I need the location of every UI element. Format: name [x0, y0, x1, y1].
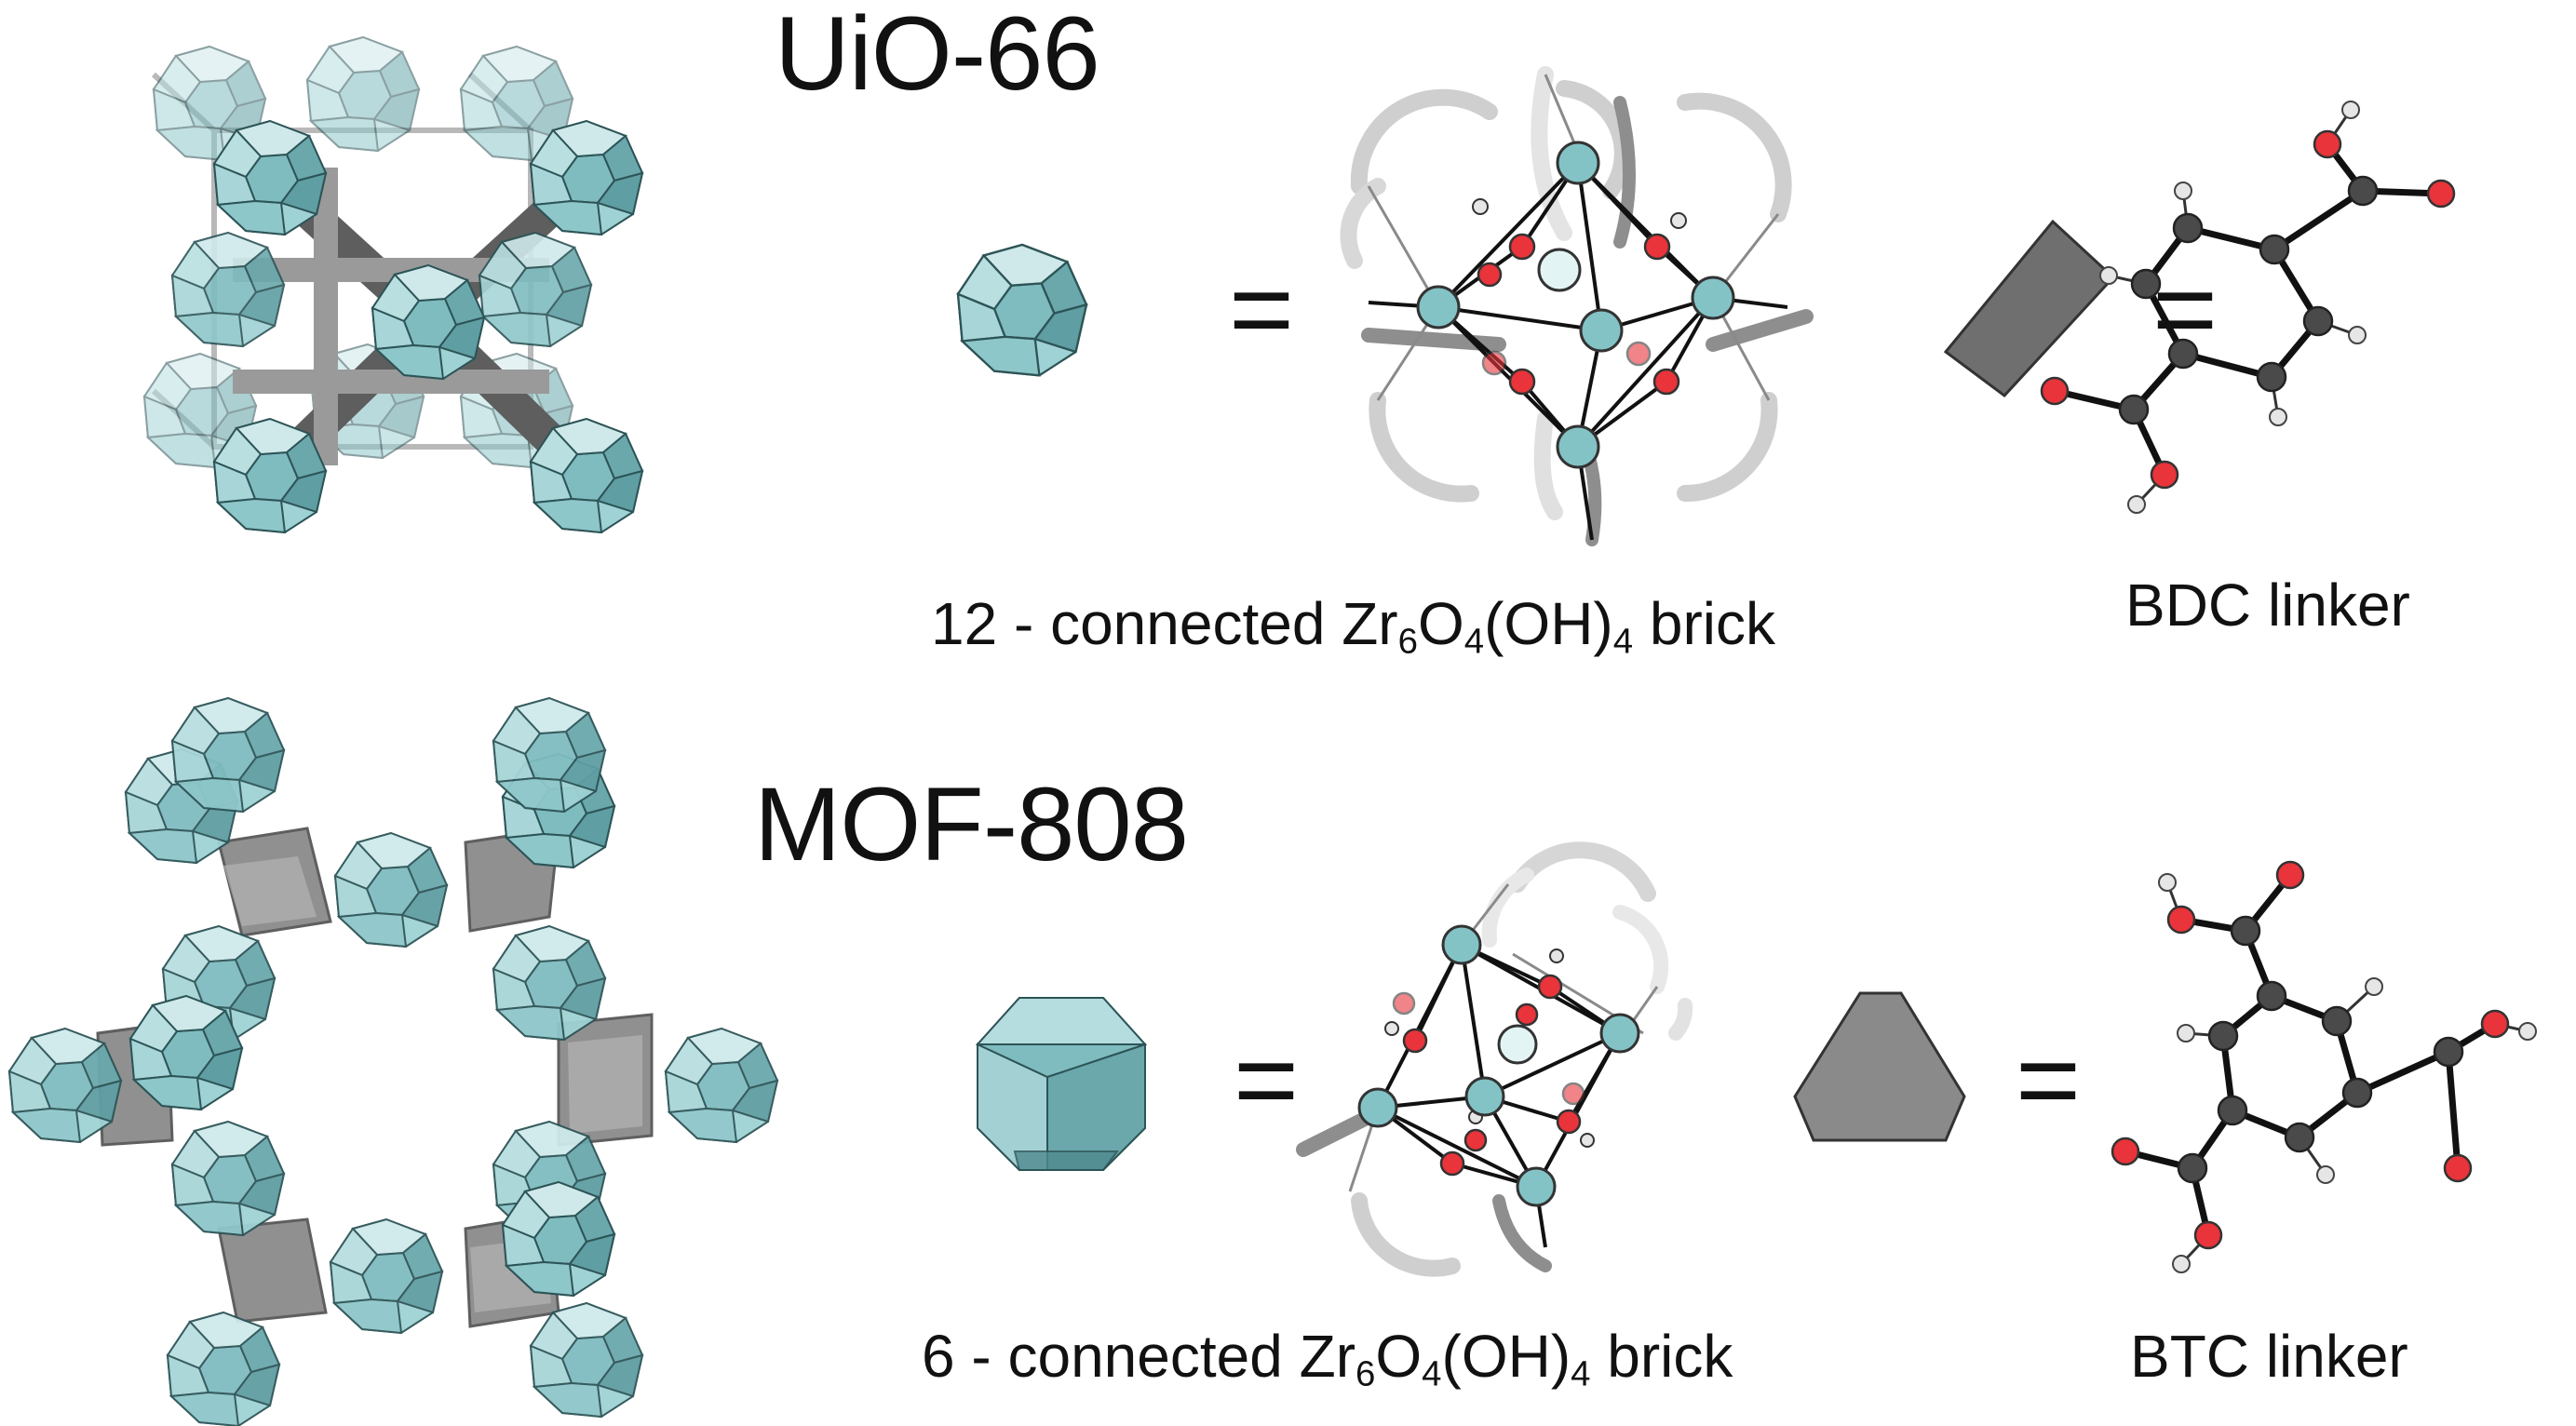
uio66-brick-caption: 12 - connected Zr6O4(OH)4 brick [931, 594, 1775, 659]
mof808-linker-equals-sign: = [2016, 1017, 2082, 1142]
uio66-title: UiO-66 [775, 0, 1100, 112]
mof808-brick-caption-o: O [1375, 1323, 1423, 1390]
uio66-brick-caption-suffix: brick [1633, 590, 1775, 657]
mof808-brick-caption-suffix: brick [1590, 1323, 1733, 1390]
mof808-zr6-cluster-model [1296, 841, 1693, 1277]
uio66-brick-caption-o: O [1417, 590, 1464, 657]
btc-linker-label: BTC linker [2130, 1323, 2408, 1390]
bdc-molecule-model [2040, 101, 2456, 514]
bdc-linker-rod-icon [1943, 219, 2116, 398]
mof808-framework-structure [8, 697, 778, 1426]
mof808-brick-caption-oh: (OH) [1441, 1323, 1571, 1390]
uio66-linker-equals-sign: = [2152, 247, 2219, 371]
uio66-brick-caption-sub3: 4 [1612, 621, 1634, 662]
btc-molecule-model [2111, 860, 2537, 1273]
uio66-framework-structure [144, 37, 643, 533]
mof808-brick-caption-sub1: 6 [1355, 1353, 1376, 1394]
uio66-node-polyhedron-icon [956, 243, 1088, 377]
bdc-linker-label: BDC linker [2125, 572, 2410, 639]
mof808-node-equals-sign: = [1234, 1017, 1300, 1142]
mof808-brick-caption: 6 - connected Zr6O4(OH)4 brick [922, 1326, 1733, 1392]
mof808-brick-caption-sub3: 4 [1571, 1353, 1591, 1394]
uio66-brick-caption-oh: (OH) [1484, 590, 1613, 657]
uio66-zr6-cluster-model [1340, 66, 1814, 546]
btc-linker-triangle-icon [1793, 991, 1966, 1142]
uio66-node-equals-sign: = [1229, 247, 1295, 371]
uio66-brick-caption-sub2: 4 [1463, 621, 1485, 662]
mof808-brick-caption-sub2: 4 [1422, 1353, 1442, 1394]
mof808-brick-caption-prefix: 6 - connected Zr [922, 1323, 1355, 1390]
uio66-brick-caption-sub1: 6 [1397, 621, 1418, 662]
mof808-title: MOF-808 [754, 766, 1189, 882]
mof808-node-polyhedron-icon [975, 997, 1148, 1171]
uio66-brick-caption-prefix: 12 - connected Zr [931, 590, 1398, 657]
